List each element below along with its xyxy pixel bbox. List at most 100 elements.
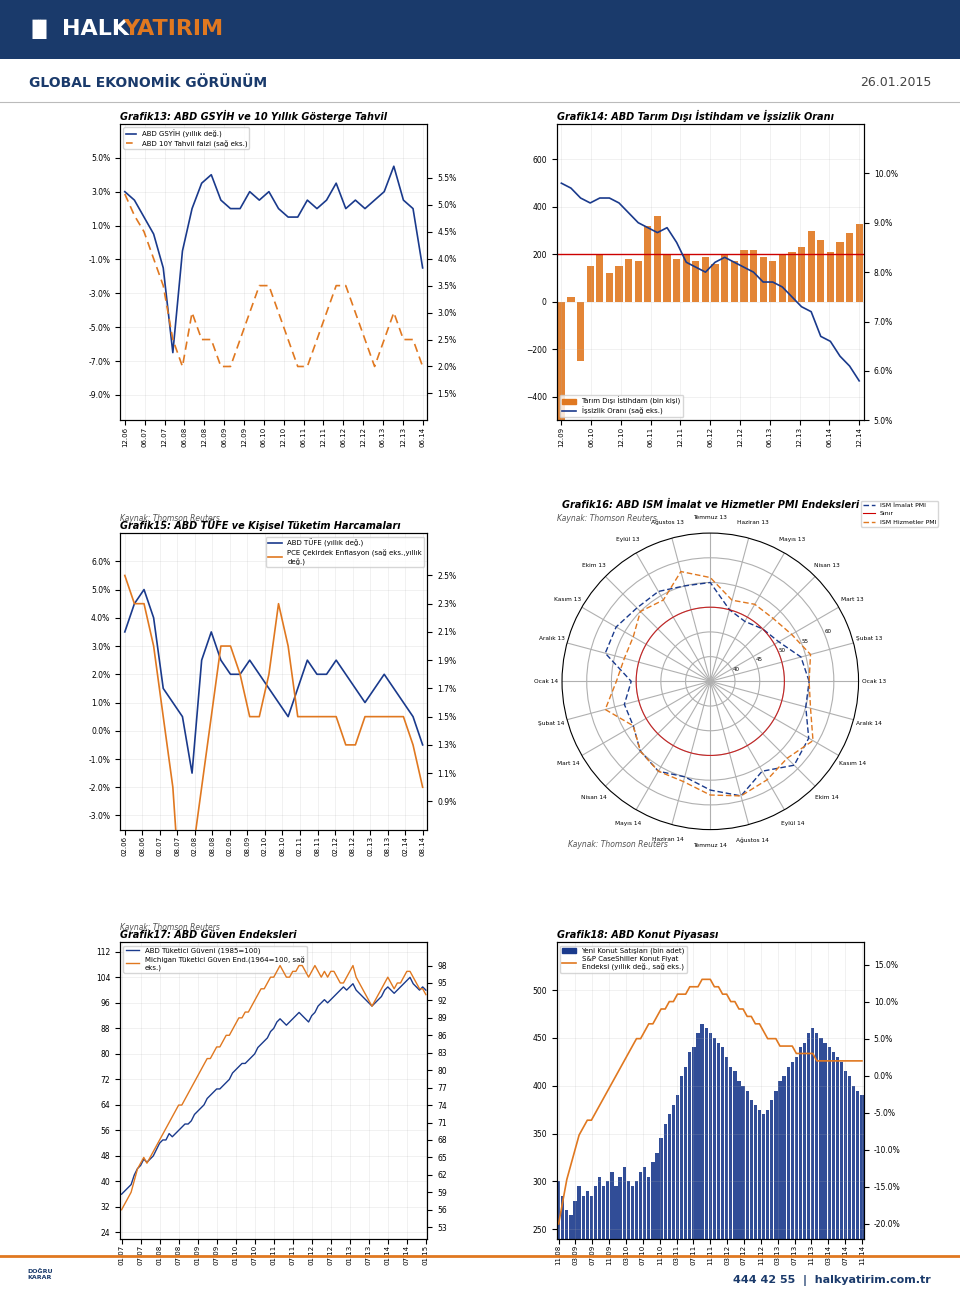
Legend: Tarım Dışı İstihdam (bin kişi), İşsizlik Oranı (sağ eks.): Tarım Dışı İstihdam (bin kişi), İşsizlik…: [560, 395, 683, 417]
Bar: [644, 226, 652, 301]
Bar: [791, 1061, 794, 1304]
Bar: [770, 1101, 774, 1304]
Text: ▐▌: ▐▌: [24, 20, 54, 39]
Bar: [717, 1043, 720, 1304]
Bar: [708, 1033, 712, 1304]
Bar: [647, 1176, 651, 1304]
Bar: [836, 1058, 839, 1304]
Text: Kaynak: Thomson Reuters: Kaynak: Thomson Reuters: [557, 514, 657, 523]
Bar: [741, 1086, 745, 1304]
Bar: [740, 249, 748, 301]
Bar: [614, 1187, 617, 1304]
Title: Grafik16: ABD ISM İmalat ve Hizmetler PMI Endeksleri: Grafik16: ABD ISM İmalat ve Hizmetler PM…: [562, 499, 859, 510]
Bar: [656, 1153, 659, 1304]
Bar: [663, 254, 671, 301]
Bar: [852, 1086, 855, 1304]
Bar: [746, 1090, 749, 1304]
Bar: [680, 1076, 684, 1304]
Bar: [688, 1052, 691, 1304]
Bar: [586, 1191, 588, 1304]
Bar: [684, 1067, 687, 1304]
Text: Kaynak: Thomson Reuters: Kaynak: Thomson Reuters: [120, 514, 220, 523]
Bar: [786, 1067, 790, 1304]
Text: Kaynak: Thomson Reuters: Kaynak: Thomson Reuters: [568, 840, 668, 849]
Bar: [846, 233, 853, 301]
Bar: [817, 240, 825, 301]
Bar: [807, 1033, 810, 1304]
Bar: [631, 1187, 634, 1304]
Bar: [558, 301, 565, 492]
Bar: [567, 297, 575, 301]
Bar: [766, 1110, 769, 1304]
Bar: [639, 1172, 642, 1304]
Bar: [725, 1058, 729, 1304]
Bar: [848, 1076, 852, 1304]
Bar: [754, 1104, 757, 1304]
Bar: [779, 254, 786, 301]
Bar: [836, 243, 844, 301]
Bar: [782, 1076, 785, 1304]
Text: 26.01.2015: 26.01.2015: [860, 77, 931, 89]
Bar: [594, 1187, 597, 1304]
Bar: [606, 274, 613, 301]
Bar: [824, 1043, 827, 1304]
Legend: ABD Tüketici Güveni (1985=100), Michigan Tüketici Güven End.(1964=100, sağ
eks.): ABD Tüketici Güveni (1985=100), Michigan…: [124, 945, 307, 973]
Bar: [737, 1081, 740, 1304]
Bar: [569, 1215, 572, 1304]
Bar: [721, 254, 729, 301]
Bar: [762, 1115, 765, 1304]
Bar: [731, 262, 738, 301]
Bar: [856, 1090, 859, 1304]
Bar: [712, 1038, 716, 1304]
Bar: [798, 248, 805, 301]
Bar: [757, 1110, 761, 1304]
Bar: [663, 1124, 667, 1304]
Bar: [840, 1061, 843, 1304]
Bar: [557, 1181, 561, 1304]
Bar: [683, 254, 690, 301]
Bar: [721, 1047, 724, 1304]
Bar: [844, 1072, 847, 1304]
Bar: [696, 1033, 700, 1304]
Bar: [702, 257, 709, 301]
Bar: [651, 1162, 655, 1304]
Text: Grafik17: ABD Güven Endeksleri: Grafik17: ABD Güven Endeksleri: [120, 930, 297, 940]
Bar: [860, 1095, 864, 1304]
Bar: [750, 1101, 753, 1304]
Bar: [774, 1090, 778, 1304]
Text: YATIRIM: YATIRIM: [123, 20, 223, 39]
Bar: [660, 1138, 662, 1304]
Bar: [667, 1115, 671, 1304]
Bar: [692, 1047, 696, 1304]
Bar: [759, 257, 767, 301]
Bar: [565, 1210, 568, 1304]
Text: HALK: HALK: [62, 20, 130, 39]
Bar: [769, 262, 777, 301]
Text: Grafik14: ABD Tarım Dışı İstihdam ve İşsizlik Oranı: Grafik14: ABD Tarım Dışı İstihdam ve İşs…: [557, 110, 833, 121]
Bar: [733, 1072, 736, 1304]
Bar: [701, 1024, 704, 1304]
Bar: [750, 249, 757, 301]
Legend: Yeni Konut Satışları (bin adet), S&P CaseShiller Konut Fiyat
Endeksi (yıllık değ: Yeni Konut Satışları (bin adet), S&P Cas…: [560, 945, 687, 973]
Bar: [589, 1196, 593, 1304]
Bar: [635, 1181, 638, 1304]
Bar: [692, 262, 700, 301]
Legend: ABD TÜFE (yıllık değ.), PCE Çekirdek Enflasyon (sağ eks.,yıllık
değ.): ABD TÜFE (yıllık değ.), PCE Çekirdek Enf…: [266, 536, 424, 567]
Text: GLOBAL EKONOMİK GÖRÜNÜM: GLOBAL EKONOMİK GÖRÜNÜM: [29, 76, 267, 90]
Bar: [730, 1067, 732, 1304]
Bar: [606, 1181, 610, 1304]
Bar: [582, 1196, 585, 1304]
Bar: [577, 301, 585, 361]
Bar: [828, 1047, 830, 1304]
Bar: [587, 266, 594, 301]
Bar: [811, 1029, 814, 1304]
Bar: [643, 1167, 646, 1304]
Bar: [654, 216, 661, 301]
Bar: [611, 1172, 613, 1304]
Bar: [573, 1201, 577, 1304]
Bar: [598, 1176, 601, 1304]
Bar: [672, 1104, 675, 1304]
Bar: [673, 259, 681, 301]
Text: Grafik15: ABD TÜFE ve Kişisel Tüketim Harcamaları: Grafik15: ABD TÜFE ve Kişisel Tüketim Ha…: [120, 519, 400, 531]
Bar: [807, 231, 815, 301]
